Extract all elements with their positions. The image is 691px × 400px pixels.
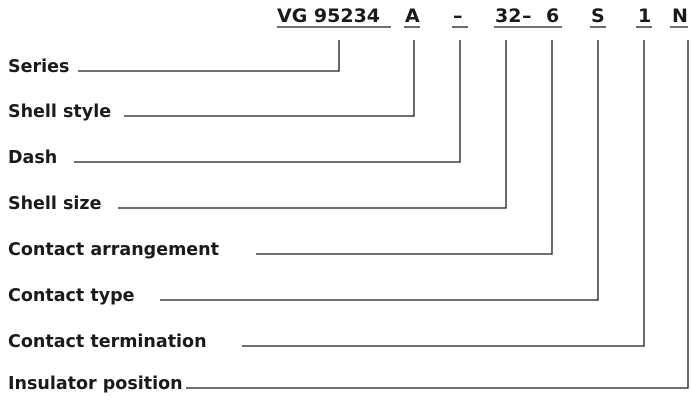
leader-insulator-position bbox=[186, 40, 689, 389]
code-contact-termination: 1 bbox=[638, 5, 651, 27]
code-shell-size: 32 bbox=[495, 5, 521, 27]
leader-contact-type bbox=[160, 40, 599, 301]
label-shell-style: Shell style bbox=[8, 102, 111, 122]
label-contact-arrangement: Contact arrangement bbox=[8, 240, 219, 260]
field-labels: Series Shell style Dash Shell size Conta… bbox=[8, 57, 219, 394]
part-code: VG 95234 A – 32 – 6 S 1 N bbox=[277, 5, 688, 27]
label-contact-termination: Contact termination bbox=[8, 332, 207, 352]
code-separator: – bbox=[522, 5, 532, 27]
code-shell-style: A bbox=[405, 5, 420, 27]
label-contact-type: Contact type bbox=[8, 286, 135, 306]
label-shell-size: Shell size bbox=[8, 194, 102, 214]
code-series: VG 95234 bbox=[277, 5, 380, 27]
leader-contact-termination bbox=[242, 40, 645, 347]
leader-shell-size bbox=[118, 40, 507, 209]
code-dash: – bbox=[453, 5, 463, 27]
leader-lines bbox=[74, 40, 689, 389]
label-insulator-position: Insulator position bbox=[8, 374, 183, 394]
code-contact-type: S bbox=[591, 5, 605, 27]
leader-shell-style bbox=[124, 40, 415, 117]
code-contact-arrangement: 6 bbox=[546, 5, 559, 27]
label-dash: Dash bbox=[8, 148, 57, 168]
leader-dash bbox=[74, 40, 461, 163]
code-insulator-position: N bbox=[672, 5, 688, 27]
label-series: Series bbox=[8, 57, 69, 77]
leader-contact-arrangement bbox=[256, 40, 553, 255]
leader-series bbox=[78, 40, 340, 72]
